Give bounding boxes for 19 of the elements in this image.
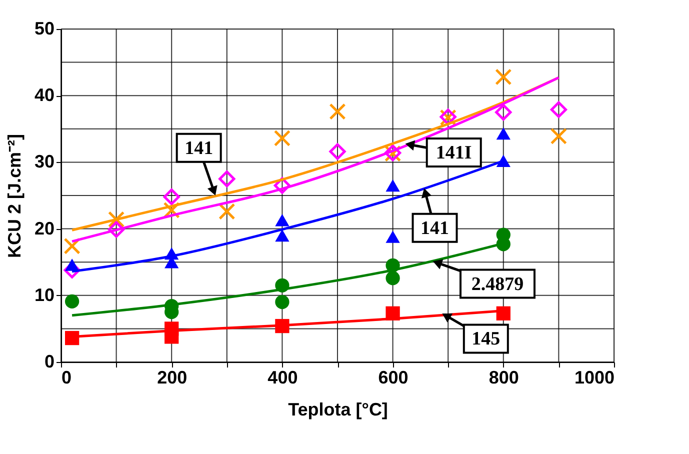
x-tick-label: 800 <box>488 368 519 388</box>
annotation: 141I <box>436 142 472 164</box>
x-tick-label: 400 <box>268 368 298 388</box>
x-axis-title: Teplota [°C] <box>288 400 388 420</box>
y-tick-label: 50 <box>34 18 54 38</box>
y-tick-label: 30 <box>34 152 54 172</box>
x-tick-label: 200 <box>157 368 188 388</box>
y-tick-label: 10 <box>34 284 54 305</box>
annotation: 141 <box>420 218 450 239</box>
x-tick-label: 600 <box>378 368 408 388</box>
y-tick-label: 0 <box>44 352 54 372</box>
annotation: 141 <box>184 138 214 159</box>
x-tick-label: 0 <box>62 368 72 388</box>
annotation: 2.4879 <box>471 274 524 295</box>
y-tick-label: 40 <box>34 85 54 106</box>
y-axis-title: KCU 2 [J.cm⁻²] <box>4 134 24 258</box>
y-tick-label: 20 <box>34 218 54 238</box>
annotation: 145 <box>472 328 500 350</box>
x-tick-label: 1000 <box>574 368 614 388</box>
